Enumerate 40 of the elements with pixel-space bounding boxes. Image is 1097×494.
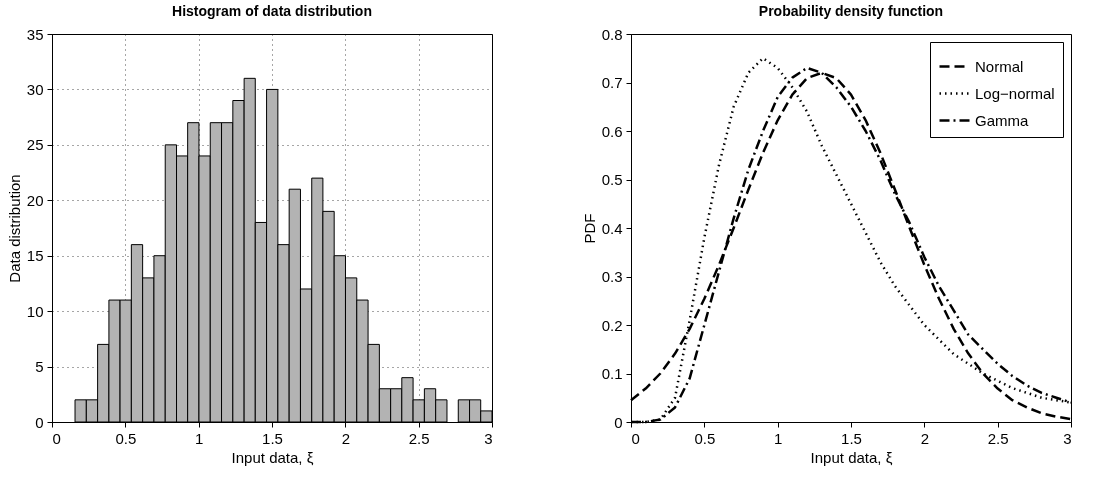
y-tick-label: 10 xyxy=(26,302,44,320)
y-axis-title: Data distribution xyxy=(5,174,23,283)
x-tick-label: 2 xyxy=(920,429,930,447)
y-tick-label: 0.6 xyxy=(601,122,623,140)
x-tick-label: 2.5 xyxy=(408,429,430,447)
x-tick-label: 1.5 xyxy=(841,429,862,447)
x-tick-label: 1 xyxy=(773,429,783,447)
x-tick-label: 2 xyxy=(341,429,351,447)
y-axis-title: PDF xyxy=(580,213,598,244)
legend-label: Gamma xyxy=(975,111,1029,129)
x-tick-label: 1.5 xyxy=(262,429,283,447)
x-tick-label: 0 xyxy=(631,429,640,447)
y-tick-label: 25 xyxy=(26,136,44,154)
y-tick-label: 30 xyxy=(26,80,44,98)
y-tick-label: 0.5 xyxy=(601,171,623,188)
x-tick-label: 0 xyxy=(52,429,61,447)
legend-label: Log−normal xyxy=(975,84,1055,102)
y-tick-label: 0 xyxy=(35,413,44,431)
y-tick-label: 35 xyxy=(26,25,44,43)
x-tick-label: 2.5 xyxy=(987,429,1009,447)
x-axis-title: Input data, ξ xyxy=(231,448,314,466)
x-tick-label: 3 xyxy=(484,429,493,447)
y-tick-label: 15 xyxy=(26,247,44,265)
y-tick-label: 0.7 xyxy=(601,74,623,91)
y-tick-label: 20 xyxy=(26,191,44,209)
y-tick-label: 5 xyxy=(35,358,44,376)
x-axis-title: Input data, ξ xyxy=(810,448,893,466)
y-tick-label: 0 xyxy=(614,413,623,431)
x-tick-label: 3 xyxy=(1063,429,1072,447)
y-tick-label: 0.8 xyxy=(601,25,623,43)
chart-title: Probability density function xyxy=(758,3,944,19)
legend-label: Normal xyxy=(975,57,1024,75)
y-tick-label: 0.4 xyxy=(601,219,623,237)
y-tick-label: 0.3 xyxy=(601,268,623,285)
y-tick-label: 0.1 xyxy=(601,365,623,382)
x-tick-label: 0.5 xyxy=(115,429,137,447)
x-tick-label: 0.5 xyxy=(694,429,716,447)
x-tick-label: 1 xyxy=(194,429,204,447)
y-tick-label: 0.2 xyxy=(601,316,623,334)
chart-title: Histogram of data distribution xyxy=(172,3,372,19)
